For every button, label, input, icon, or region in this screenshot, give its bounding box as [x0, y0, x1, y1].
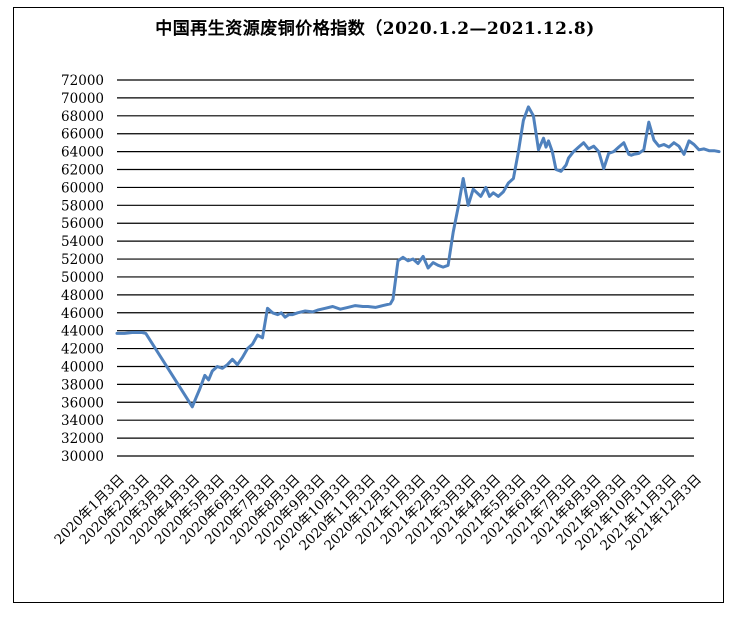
y-tick-label: 66000	[61, 127, 104, 143]
chart-title: 中国再生资源废铜价格指数（2020.1.2—2021.12.8)	[155, 19, 595, 39]
y-tick-label: 60000	[61, 180, 104, 196]
y-tick-label: 42000	[61, 342, 104, 358]
y-tick-label: 34000	[61, 413, 104, 429]
y-tick-label: 56000	[61, 216, 104, 232]
series-layer	[115, 105, 721, 409]
y-tick-label: 50000	[61, 270, 104, 286]
y-tick-label: 36000	[61, 395, 104, 411]
y-tick-label: 58000	[61, 198, 104, 214]
y-tick-label: 32000	[61, 431, 104, 447]
y-tick-label: 48000	[61, 288, 104, 304]
y-tick-label: 64000	[61, 145, 104, 161]
y-tick-label: 38000	[61, 377, 104, 393]
y-tick-label: 46000	[61, 306, 104, 322]
y-tick-label: 54000	[61, 234, 104, 250]
y-tick-label: 72000	[61, 73, 104, 89]
chart-frame	[13, 7, 724, 603]
y-tick-label: 44000	[61, 324, 104, 340]
gridlines	[117, 79, 694, 457]
y-tick-label: 70000	[61, 91, 104, 107]
y-tick-label: 52000	[61, 252, 104, 268]
y-tick-label: 68000	[61, 109, 104, 125]
y-tick-label: 30000	[61, 449, 104, 465]
y-tick-label: 40000	[61, 359, 104, 375]
y-tick-label: 62000	[61, 163, 104, 179]
x-axis-ticks: 2020年1月3日2020年2月3日2020年3月3日2020年4月3日2020…	[51, 472, 704, 554]
